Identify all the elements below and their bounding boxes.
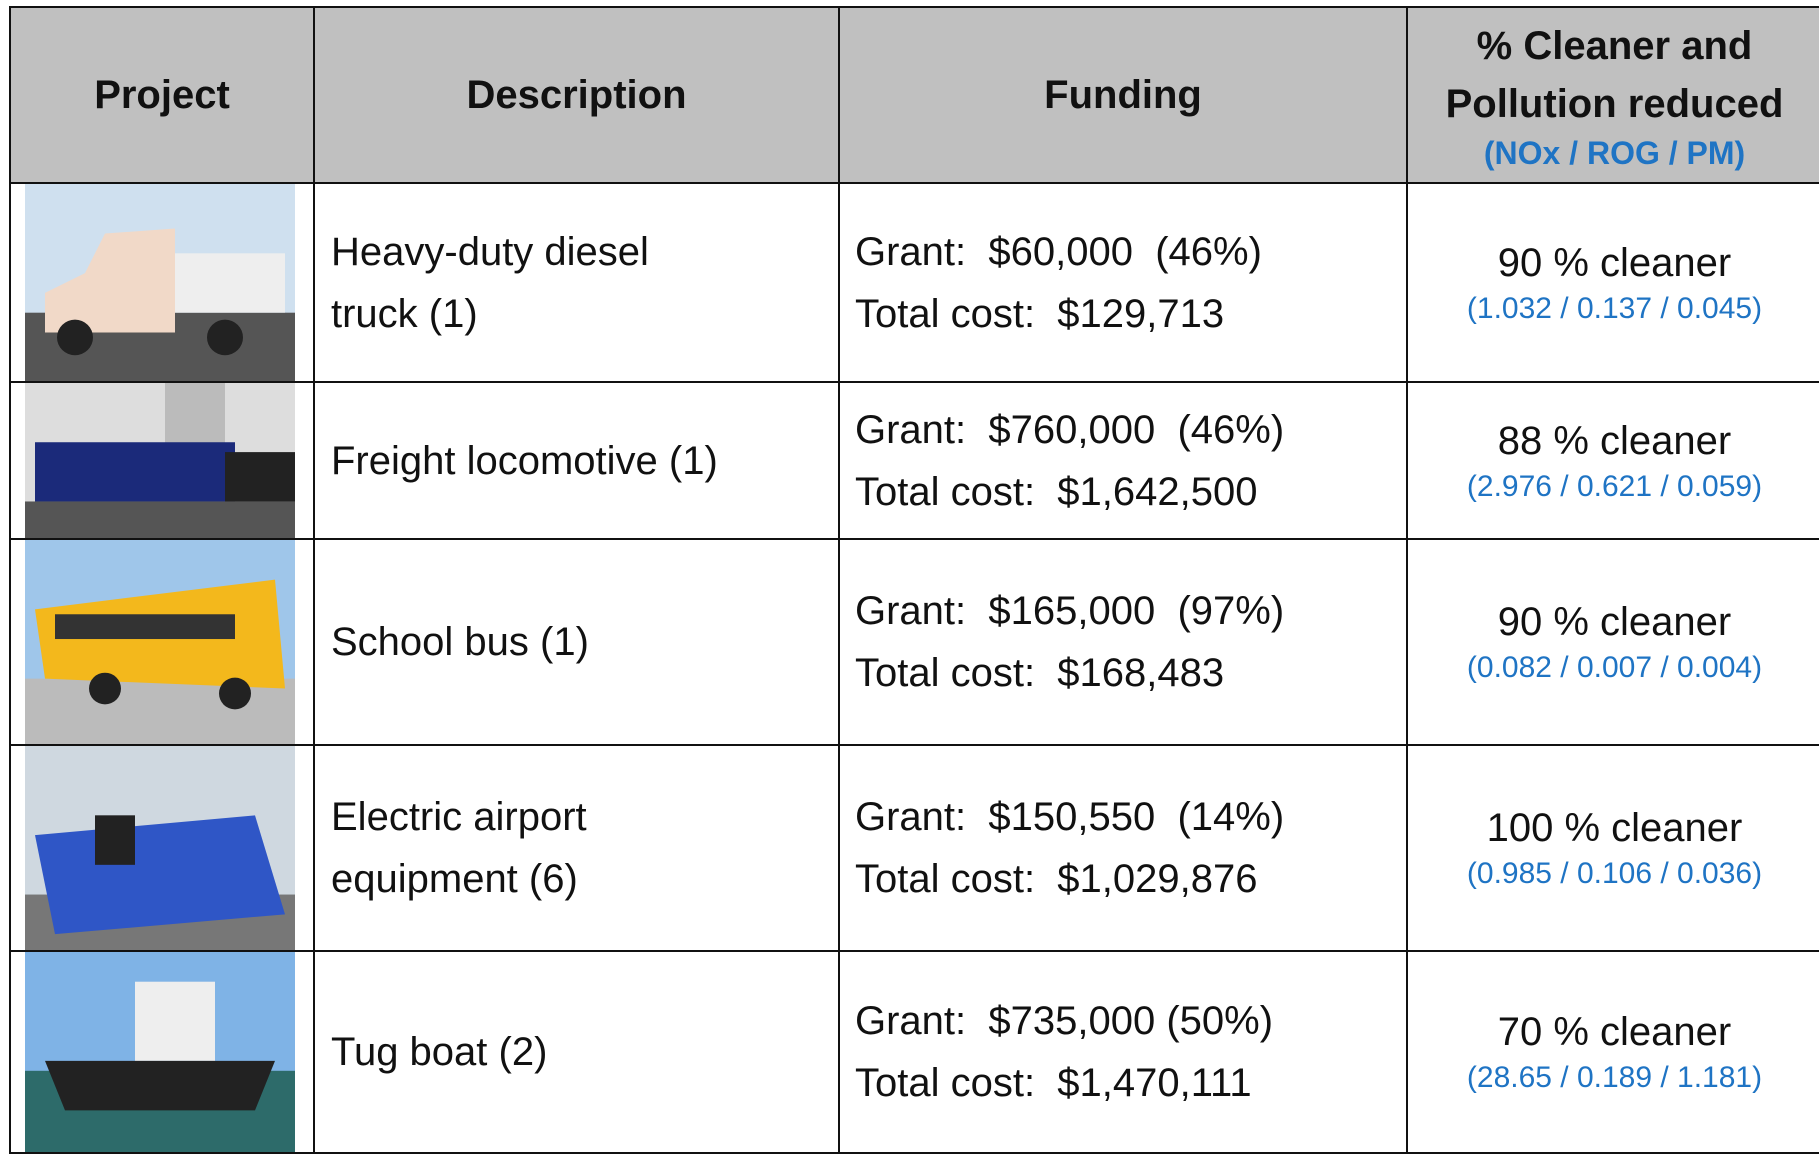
cell-line: equipment (6) — [331, 848, 838, 910]
cell-line: School bus (1) — [331, 611, 838, 673]
photo-cell — [10, 382, 314, 539]
cell-line: Total cost: $1,029,876 — [855, 848, 1406, 910]
project-photo — [25, 540, 295, 744]
funding-cell: Grant: $165,000 (97%)Total cost: $168,48… — [839, 539, 1407, 745]
cell-line: 88 % cleaner — [1408, 415, 1819, 467]
photo-cell — [10, 745, 314, 951]
projects-table: Project Description Funding % Cleaner an… — [9, 6, 1819, 1154]
cell-line: Tug boat (2) — [331, 1021, 838, 1083]
project-row: Freight locomotive (1)Grant: $760,000 (4… — [10, 382, 1819, 539]
header-cell: Funding — [839, 7, 1407, 183]
cleaner-cell: 88 % cleaner(2.976 / 0.621 / 0.059) — [1407, 382, 1819, 539]
cell-line: Total cost: $168,483 — [855, 642, 1406, 704]
cell-line: Total cost: $1,470,111 — [855, 1052, 1406, 1114]
funding-cell: Grant: $735,000 (50%)Total cost: $1,470,… — [839, 951, 1407, 1153]
project-photo — [25, 746, 295, 950]
cell-line: Grant: $60,000 (46%) — [855, 221, 1406, 283]
cell-line: truck (1) — [331, 283, 838, 345]
header-line: Pollution reduced — [1408, 75, 1819, 133]
cell-line: 70 % cleaner — [1408, 1006, 1819, 1058]
cell-line: (0.985 / 0.106 / 0.036) — [1408, 854, 1819, 894]
cell-line: Grant: $165,000 (97%) — [855, 580, 1406, 642]
photo-cell — [10, 183, 314, 382]
cell-line: (28.65 / 0.189 / 1.181) — [1408, 1058, 1819, 1098]
header-row: Project Description Funding % Cleaner an… — [10, 7, 1819, 183]
table-container: Project Description Funding % Cleaner an… — [9, 6, 1819, 1152]
description-cell: Tug boat (2) — [314, 951, 839, 1153]
cell-line: 90 % cleaner — [1408, 237, 1819, 289]
cell-line: 90 % cleaner — [1408, 596, 1819, 648]
header-sub: (NOx / ROG / PM) — [1408, 133, 1819, 173]
project-photo — [25, 952, 295, 1152]
project-photo — [25, 383, 295, 538]
funding-cell: Grant: $60,000 (46%)Total cost: $129,713 — [839, 183, 1407, 382]
cell-line: (2.976 / 0.621 / 0.059) — [1408, 467, 1819, 507]
photo-cell — [10, 539, 314, 745]
cleaner-cell: 90 % cleaner(0.082 / 0.007 / 0.004) — [1407, 539, 1819, 745]
project-row: School bus (1)Grant: $165,000 (97%)Total… — [10, 539, 1819, 745]
cell-line: 100 % cleaner — [1408, 802, 1819, 854]
header-cell: Project — [10, 7, 314, 183]
header-cell: % Cleaner and Pollution reduced (NOx / R… — [1407, 7, 1819, 183]
cell-line: Heavy-duty diesel — [331, 221, 838, 283]
cleaner-cell: 90 % cleaner(1.032 / 0.137 / 0.045) — [1407, 183, 1819, 382]
photo-cell — [10, 951, 314, 1153]
project-row: Tug boat (2)Grant: $735,000 (50%)Total c… — [10, 951, 1819, 1153]
cell-line: Freight locomotive (1) — [331, 430, 838, 492]
cell-line: Grant: $760,000 (46%) — [855, 399, 1406, 461]
description-cell: Freight locomotive (1) — [314, 382, 839, 539]
cell-line: Total cost: $129,713 — [855, 283, 1406, 345]
description-cell: School bus (1) — [314, 539, 839, 745]
cell-line: Grant: $735,000 (50%) — [855, 990, 1406, 1052]
cleaner-cell: 100 % cleaner(0.985 / 0.106 / 0.036) — [1407, 745, 1819, 951]
cell-line: (1.032 / 0.137 / 0.045) — [1408, 289, 1819, 329]
cell-line: (0.082 / 0.007 / 0.004) — [1408, 648, 1819, 688]
cell-line: Electric airport — [331, 786, 838, 848]
funding-cell: Grant: $150,550 (14%)Total cost: $1,029,… — [839, 745, 1407, 951]
funding-cell: Grant: $760,000 (46%)Total cost: $1,642,… — [839, 382, 1407, 539]
project-photo — [25, 184, 295, 381]
cell-line: Total cost: $1,642,500 — [855, 461, 1406, 523]
cell-line: Grant: $150,550 (14%) — [855, 786, 1406, 848]
header-cell: Description — [314, 7, 839, 183]
header-line: % Cleaner and — [1408, 17, 1819, 75]
cleaner-cell: 70 % cleaner(28.65 / 0.189 / 1.181) — [1407, 951, 1819, 1153]
